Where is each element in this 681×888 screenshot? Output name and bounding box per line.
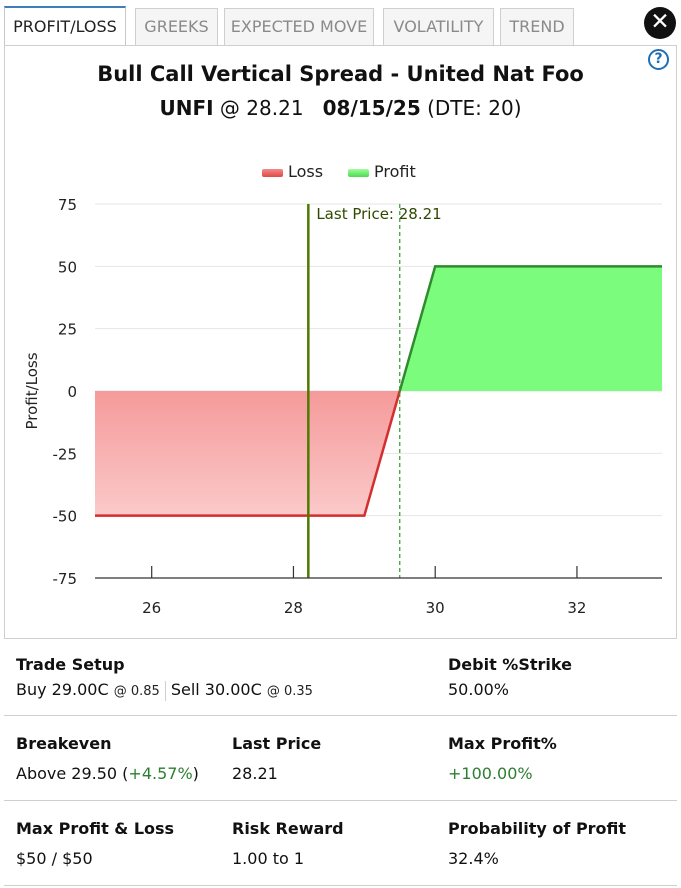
days-to-expiry: (DTE: 20)	[420, 96, 522, 120]
sell-leg-price: @ 0.35	[266, 684, 313, 699]
profit-loss-chart: Last Price: 28.21 75 50 25 0 -25 -50 -75 26 28 30…	[23, 162, 662, 617]
legend-profit-label: Profit	[374, 162, 416, 181]
tab-greeks[interactable]: GREEKS	[135, 8, 218, 46]
trade-setup-label: Trade Setup	[16, 655, 125, 674]
debit-strike-label: Debit %Strike	[448, 655, 572, 674]
symbol: UNFI	[159, 96, 214, 120]
tab-expected-move[interactable]: EXPECTED MOVE	[224, 8, 374, 46]
y-tick-label: 75	[58, 196, 77, 214]
risk-reward-label: Risk Reward	[232, 819, 344, 838]
last-price: Last Price 28.21	[232, 734, 321, 783]
x-tick-label: 26	[142, 599, 161, 617]
probability-of-profit-label: Probability of Profit	[448, 819, 627, 838]
tab-profit-loss[interactable]: PROFIT/LOSS	[4, 6, 126, 46]
last-price-value: 28.21	[232, 764, 278, 783]
breakeven: Breakeven Above 29.50 (+4.57%)	[16, 734, 199, 783]
buy-leg-price: @ 0.85	[113, 684, 160, 699]
max-profit-loss: Max Profit & Loss $50 / $50	[16, 819, 174, 868]
sell-leg: Sell 30.00C	[170, 680, 262, 699]
stats-row-1: Trade Setup Buy 29.00C @ 0.85 Sell 30.00C…	[4, 640, 677, 716]
last-price-label: Last Price	[232, 734, 322, 753]
y-axis-label: Profit/Loss	[23, 352, 41, 429]
breakeven-percent: +4.57%	[128, 764, 193, 783]
stats-row-3: Max Profit & Loss $50 / $50 Risk Reward …	[4, 801, 677, 886]
max-profit-percent-label: Max Profit%	[448, 734, 557, 753]
debit-strike-value: 50.00%	[448, 680, 510, 699]
risk-reward: Risk Reward 1.00 to 1	[232, 819, 344, 868]
x-tick-label: 32	[567, 599, 586, 617]
max-profit-percent: Max Profit% +100.00%	[448, 734, 557, 783]
divider	[164, 680, 166, 701]
risk-reward-value: 1.00 to 1	[232, 849, 305, 868]
max-profit-loss-label: Max Profit & Loss	[16, 819, 175, 838]
stats-row-2: Breakeven Above 29.50 (+4.57%) Last Pric…	[4, 716, 677, 801]
tab-trend[interactable]: TREND	[500, 8, 574, 46]
y-tick-label: 0	[67, 383, 77, 401]
legend-loss-swatch	[262, 169, 283, 177]
chart-subtitle: UNFI @ 28.21 08/15/25 (DTE: 20)	[5, 96, 676, 120]
expiry-date: 08/15/25	[322, 96, 421, 120]
max-profit-percent-value: +100.00%	[448, 764, 533, 783]
x-tick-label: 30	[426, 599, 445, 617]
last-price-label: Last Price: 28.21	[316, 205, 441, 223]
legend-profit-swatch	[348, 169, 369, 177]
chart-title: Bull Call Vertical Spread - United Nat F…	[97, 62, 584, 86]
legend-loss-label: Loss	[288, 162, 323, 181]
max-profit-loss-value: $50 / $50	[16, 849, 93, 868]
y-tick-label: -25	[53, 445, 78, 463]
profit-area	[399, 266, 662, 391]
debit-strike: Debit %Strike 50.00%	[448, 655, 572, 699]
loss-line	[95, 390, 401, 517]
close-icon[interactable]: ✕	[644, 7, 676, 39]
underlying-price: @ 28.21	[213, 96, 323, 120]
y-tick-label: 25	[58, 321, 77, 339]
y-tick-label: 50	[58, 258, 77, 276]
breakeven-label: Breakeven	[16, 734, 112, 753]
tab-bar: PROFIT/LOSS GREEKS EXPECTED MOVE VOLATIL…	[4, 6, 677, 46]
breakeven-value: Above 29.50 (	[16, 764, 129, 783]
y-tick-label: -50	[53, 508, 78, 526]
trade-setup: Trade Setup Buy 29.00C @ 0.85 Sell 30.00C…	[16, 655, 313, 701]
x-tick-label: 28	[284, 599, 303, 617]
profit-line	[398, 265, 662, 392]
loss-area	[95, 391, 400, 516]
probability-of-profit-value: 32.4%	[448, 849, 499, 868]
tab-volatility[interactable]: VOLATILITY	[383, 8, 494, 46]
buy-leg: Buy 29.00C	[16, 680, 109, 699]
y-tick-label: -75	[53, 570, 78, 588]
help-icon[interactable]: ?	[648, 49, 669, 70]
probability-of-profit: Probability of Profit 32.4%	[448, 819, 626, 868]
